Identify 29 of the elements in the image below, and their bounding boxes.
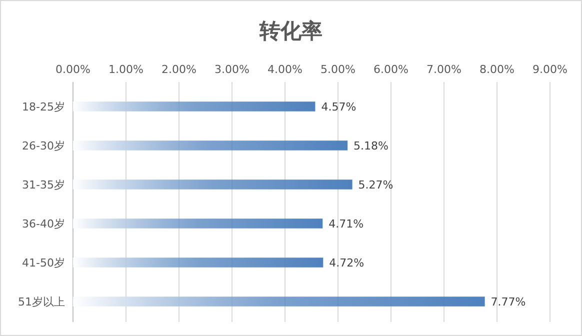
y-tick-label: 36-40岁 (22, 217, 65, 230)
y-tick-label: 51岁以上 (18, 295, 65, 308)
x-tick-label: 8.00% (480, 63, 514, 76)
y-tick-label: 18-25岁 (22, 100, 65, 114)
x-tick-label: 2.00% (162, 63, 196, 76)
data-label: 7.77% (490, 295, 526, 308)
data-label: 5.27% (358, 178, 394, 192)
x-tick-label: 6.00% (374, 63, 408, 76)
x-tick-label: 4.00% (268, 63, 302, 76)
data-label: 4.57% (321, 100, 356, 114)
x-tick-label: 9.00% (532, 63, 568, 76)
bar (73, 258, 324, 268)
y-tick-label: 41-50岁 (22, 256, 65, 270)
x-tick-label: 3.00% (214, 63, 250, 76)
y-tick-label: 26-30岁 (22, 139, 65, 152)
x-tick-label: 1.00% (108, 63, 144, 76)
y-tick-label: 31-35岁 (22, 178, 65, 192)
chart-title: 转化率 (258, 19, 322, 43)
bar (73, 140, 348, 150)
data-label: 4.72% (329, 256, 364, 270)
x-tick-label: 5.00% (320, 63, 356, 76)
bar (73, 102, 316, 112)
bar (73, 218, 323, 228)
data-label: 5.18% (354, 139, 388, 152)
x-tick-label: 7.00% (426, 63, 462, 76)
x-tick-label: 0.00% (56, 63, 90, 76)
bar (73, 180, 352, 190)
data-label: 4.71% (328, 217, 364, 230)
bar (73, 296, 485, 306)
